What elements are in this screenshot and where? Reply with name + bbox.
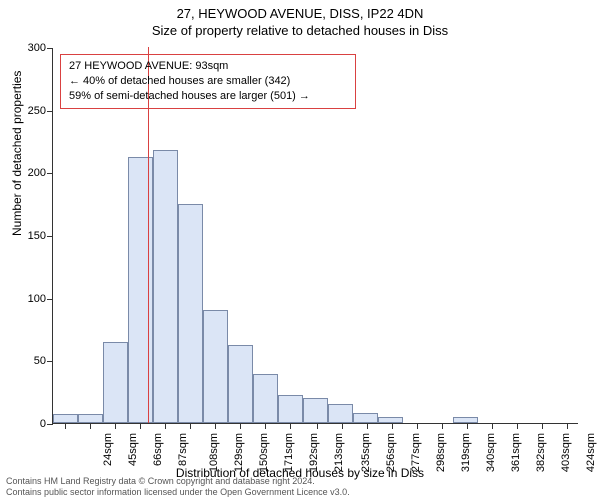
x-tick-label: 66sqm	[153, 433, 165, 466]
histogram-bar	[78, 414, 103, 423]
x-tick	[215, 423, 216, 429]
info-box-line: 27 HEYWOOD AVENUE: 93sqm	[69, 59, 347, 74]
x-tick	[140, 423, 141, 429]
x-tick	[417, 423, 418, 429]
page-subtitle: Size of property relative to detached ho…	[0, 21, 600, 38]
y-tick	[47, 361, 53, 362]
x-tick-label: 24sqm	[103, 433, 115, 466]
x-tick	[317, 423, 318, 429]
x-tick	[165, 423, 166, 429]
x-tick	[467, 423, 468, 429]
histogram-bar	[303, 398, 328, 423]
histogram-bar	[203, 310, 228, 423]
x-tick	[567, 423, 568, 429]
histogram-bar	[453, 417, 478, 423]
y-tick	[47, 173, 53, 174]
footer-attribution: Contains HM Land Registry data © Crown c…	[6, 476, 594, 498]
y-tick	[47, 424, 53, 425]
y-axis-label: Number of detached properties	[10, 71, 24, 236]
y-tick	[47, 111, 53, 112]
x-tick	[492, 423, 493, 429]
x-tick-label: 45sqm	[128, 433, 140, 466]
x-tick	[65, 423, 66, 429]
histogram-bar	[228, 345, 253, 423]
x-tick	[342, 423, 343, 429]
y-tick	[47, 48, 53, 49]
info-box-line: 59% of semi-detached houses are larger (…	[69, 89, 347, 104]
x-tick-label: 87sqm	[177, 433, 189, 466]
histogram-bar	[253, 374, 278, 423]
histogram-bar	[353, 413, 378, 423]
y-tick	[47, 299, 53, 300]
histogram-bar	[328, 404, 353, 423]
y-tick-label: 200	[28, 167, 46, 179]
x-tick	[290, 423, 291, 429]
y-tick	[47, 236, 53, 237]
histogram-bar	[378, 417, 403, 423]
y-tick-label: 100	[28, 293, 46, 305]
histogram-bar	[53, 414, 78, 423]
x-tick	[367, 423, 368, 429]
x-tick	[392, 423, 393, 429]
footer-line-1: Contains HM Land Registry data © Crown c…	[6, 476, 594, 487]
info-box-line: ← 40% of detached houses are smaller (34…	[69, 74, 347, 89]
x-tick	[115, 423, 116, 429]
histogram-bar	[278, 395, 303, 423]
chart-area: 05010015020025030024sqm45sqm66sqm87sqm10…	[52, 48, 578, 424]
y-tick-label: 50	[34, 355, 46, 367]
x-tick	[190, 423, 191, 429]
y-tick-label: 0	[40, 418, 46, 430]
info-box: 27 HEYWOOD AVENUE: 93sqm← 40% of detache…	[60, 54, 356, 109]
histogram-bar	[153, 150, 178, 423]
x-tick	[442, 423, 443, 429]
histogram-bar	[103, 342, 128, 423]
histogram-bar	[128, 157, 153, 423]
page-title: 27, HEYWOOD AVENUE, DISS, IP22 4DN	[0, 0, 600, 21]
x-tick	[240, 423, 241, 429]
x-tick	[90, 423, 91, 429]
y-tick-label: 300	[28, 42, 46, 54]
x-tick	[542, 423, 543, 429]
y-tick-label: 150	[28, 230, 46, 242]
y-tick-label: 250	[28, 105, 46, 117]
x-tick	[517, 423, 518, 429]
histogram-bar	[178, 204, 203, 423]
x-tick	[265, 423, 266, 429]
footer-line-2: Contains public sector information licen…	[6, 487, 594, 498]
